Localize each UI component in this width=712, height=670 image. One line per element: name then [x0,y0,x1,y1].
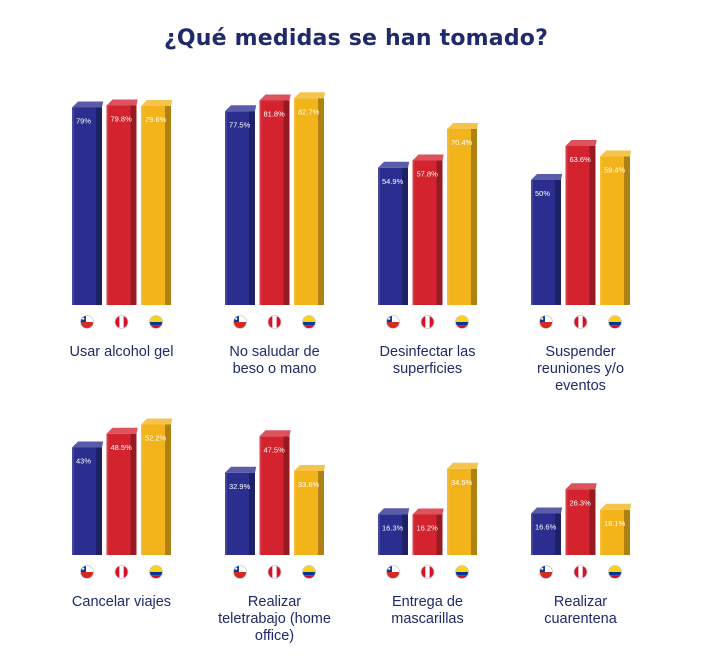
bar-group-3: 54.9% 57.8% 70.4% Desinfectar las superficie… [378,123,479,377]
bar-group-8: 16.6% 26.3% 18.1% Realizar cuarentena [531,483,632,627]
bar-chile: 32.9% [225,466,257,555]
bar-chile: 77.5% [225,105,257,305]
bar-colombia: 52.2% [141,418,173,555]
bar-value-label: 82.7% [298,107,320,116]
colombia-flag-icon [149,315,163,329]
chile-flag-icon [233,565,247,579]
chart-title: ¿Qué medidas se han tomado? [163,26,549,51]
bar-group-4: 50% 63.6% 59.4% Suspender reuniones y/o event… [531,140,632,394]
category-label: No saludar de beso o mano [229,344,319,377]
bar-peru: 16.2% [412,508,444,555]
bar-peru: 48.5% [106,427,138,555]
bar-group-7: 16.3% 16.2% 34.5% Entrega de mascarillas [378,462,479,627]
bar-value-label: 79.6% [145,115,167,124]
bar-peru: 79.8% [106,99,138,305]
bar-value-label: 79.8% [111,115,133,124]
bar-value-label: 63.6% [570,155,592,164]
bar-chile: 16.6% [531,507,563,555]
chile-flag-icon [233,315,247,329]
peru-flag-icon [267,565,282,579]
bar-value-label: 16.3% [382,523,404,532]
colombia-flag-icon [302,565,316,579]
bar-value-label: 52.2% [145,434,167,443]
category-label: Cancelar viajes [72,594,171,610]
bar-value-label: 57.8% [417,170,439,179]
bar-peru: 63.6% [565,140,597,305]
bar-value-label: 77.5% [229,120,251,129]
bar-value-label: 70.4% [451,138,473,147]
colombia-flag-icon [149,565,163,579]
category-label: Realizar teletrabajo (home office) [218,594,331,644]
bar-chile: 50% [531,174,563,305]
bar-value-label: 48.5% [111,443,133,452]
bar-value-label: 79% [76,117,91,126]
bar-group-5: 43% 48.5% 52.2% Cancelar viajes [72,418,173,610]
bar-peru: 47.5% [259,430,291,555]
bar-value-label: 59.4% [604,166,626,175]
peru-flag-icon [420,315,435,329]
bar-value-label: 47.5% [264,445,286,454]
bar-colombia: 70.4% [447,123,479,305]
bar-colombia: 82.7% [294,92,326,305]
bar-colombia: 33.6% [294,465,326,555]
colombia-flag-icon [455,565,469,579]
bar-colombia: 79.6% [141,100,173,305]
bar-colombia: 59.4% [600,150,632,305]
peru-flag-icon [420,565,435,579]
bar-value-label: 26.3% [570,498,592,507]
peru-flag-icon [573,565,588,579]
chile-flag-icon [386,565,400,579]
bar-value-label: 33.6% [298,480,320,489]
bar-value-label: 32.9% [229,482,251,491]
chile-flag-icon [80,565,94,579]
bar-group-2: 77.5% 81.8% 82.7% No saludar de beso o mano [225,92,326,377]
peru-flag-icon [114,315,129,329]
bar-chile: 54.9% [378,161,410,305]
colombia-flag-icon [302,315,316,329]
bar-value-label: 50% [535,189,550,198]
chile-flag-icon [539,565,553,579]
bar-value-label: 16.6% [535,523,557,532]
bar-chile: 79% [72,101,104,305]
colombia-flag-icon [455,315,469,329]
bar-colombia: 18.1% [600,503,632,555]
bar-value-label: 81.8% [264,110,286,119]
bar-peru: 26.3% [565,483,597,555]
bar-value-label: 18.1% [604,519,626,528]
bar-chile: 16.3% [378,508,410,555]
bar-value-label: 54.9% [382,177,404,186]
category-label: Suspender reuniones y/o eventos [537,344,624,394]
chile-flag-icon [80,315,94,329]
category-label: Realizar cuarentena [544,594,617,627]
colombia-flag-icon [608,315,622,329]
bar-value-label: 16.2% [417,524,439,533]
bar-chile: 43% [72,441,104,555]
colombia-flag-icon [608,565,622,579]
bar-peru: 57.8% [412,154,444,305]
peru-flag-icon [267,315,282,329]
peru-flag-icon [114,565,129,579]
peru-flag-icon [573,315,588,329]
bar-peru: 81.8% [259,94,291,305]
chile-flag-icon [386,315,400,329]
bar-colombia: 34.5% [447,462,479,555]
bar-value-label: 43% [76,457,91,466]
bar-value-label: 34.5% [451,478,473,487]
bar-group-1: 79% 79.8% 79.6% Usar alcohol gel [70,99,174,360]
category-label: Entrega de mascarillas [391,594,464,627]
category-label: Usar alcohol gel [70,344,174,360]
category-label: Desinfectar las superficies [380,344,476,377]
bar-group-6: 32.9% 47.5% 33.6% Realizar teletrabajo (home… [218,430,331,644]
chile-flag-icon [539,315,553,329]
